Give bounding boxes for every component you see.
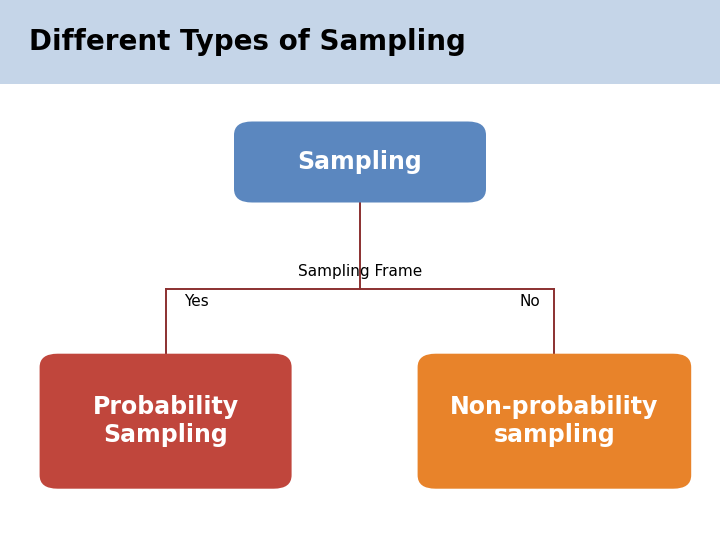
- Text: Probability
Sampling: Probability Sampling: [93, 395, 238, 447]
- Text: Yes: Yes: [184, 294, 208, 309]
- FancyBboxPatch shape: [40, 354, 292, 489]
- Text: Sampling: Sampling: [297, 150, 423, 174]
- Text: No: No: [519, 294, 540, 309]
- FancyBboxPatch shape: [0, 0, 720, 84]
- FancyBboxPatch shape: [234, 122, 486, 202]
- Text: Non-probability
sampling: Non-probability sampling: [450, 395, 659, 447]
- FancyBboxPatch shape: [418, 354, 691, 489]
- Text: Different Types of Sampling: Different Types of Sampling: [29, 28, 466, 56]
- Text: Sampling Frame: Sampling Frame: [298, 264, 422, 279]
